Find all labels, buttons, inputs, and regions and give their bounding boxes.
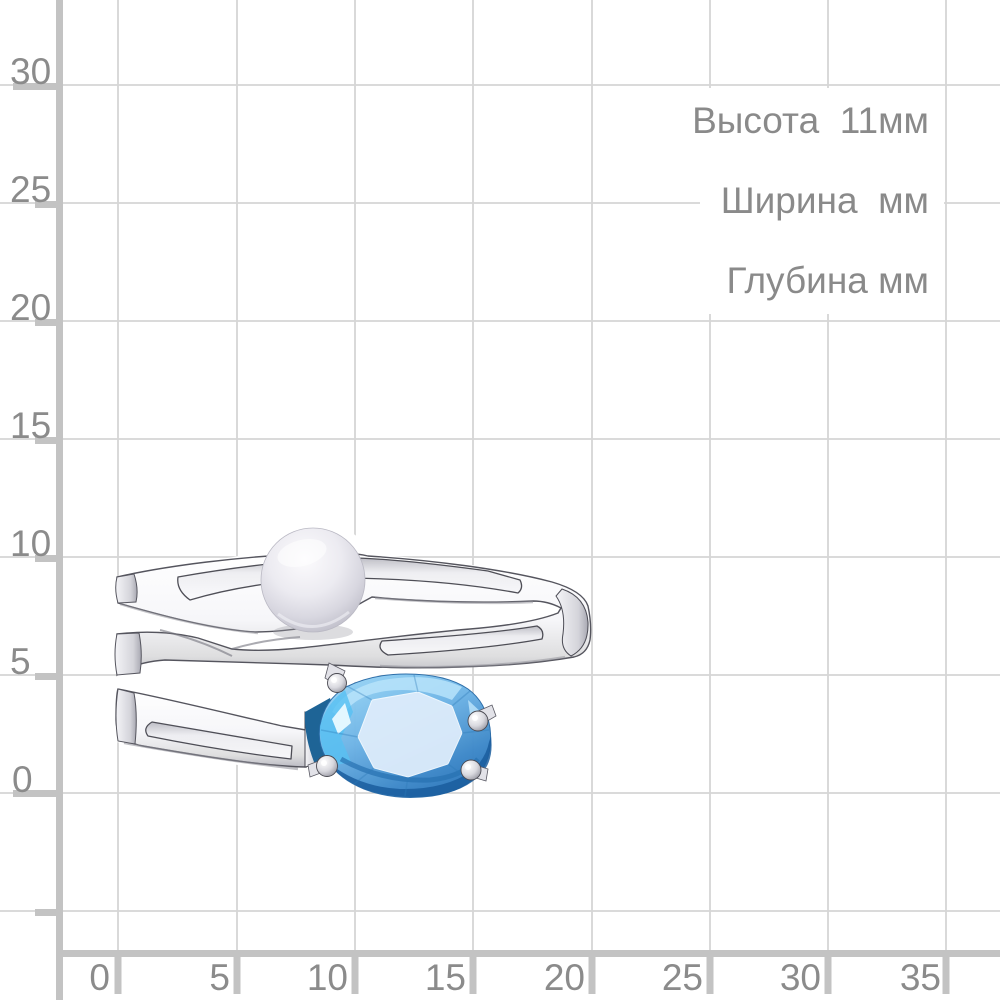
bottom-tick-30 — [824, 957, 832, 994]
bottom-tick-0 — [114, 957, 122, 994]
left-tick-30 — [13, 83, 57, 90]
ring-band-mid-cap — [114, 632, 142, 676]
x-label-25: 25 — [662, 957, 703, 998]
left-tick-0 — [13, 790, 57, 797]
prong-glint-2 — [472, 715, 478, 721]
left-tick-20 — [35, 319, 57, 326]
bottom-tick-20 — [588, 957, 596, 994]
prong-glint-3 — [465, 764, 471, 770]
prong-ball-top-right — [467, 710, 489, 732]
bottom-ruler-bar — [56, 950, 1000, 957]
y-label-25: 25 — [10, 169, 51, 210]
left-ruler-bar — [56, 0, 63, 1000]
topaz-sparkle — [332, 703, 351, 734]
bottom-tick-10 — [351, 957, 359, 994]
topaz-table — [357, 691, 463, 778]
x-label-15: 15 — [425, 957, 466, 998]
ring-band-top-shadow — [119, 596, 534, 635]
y-label-15: 15 — [10, 405, 51, 446]
x-label-20: 20 — [544, 957, 585, 998]
ring-band-mid-groove — [379, 625, 544, 656]
dimension-text-backing — [700, 88, 944, 314]
bottom-tick-15 — [469, 957, 477, 994]
topaz-top-rim — [332, 677, 462, 718]
x-axis-labels: 0 5 10 15 20 25 30 35 — [89, 957, 941, 998]
left-ruler — [13, 0, 63, 1000]
ring-photo — [114, 525, 592, 798]
pearl-highlight — [277, 539, 327, 567]
bottom-ruler — [56, 950, 1000, 994]
bottom-tick-5 — [233, 957, 241, 994]
x-label-35: 35 — [900, 957, 941, 998]
ring-band-right-cap — [555, 588, 589, 657]
bottom-tick-25 — [706, 957, 714, 994]
height-label: Высота 11мм — [692, 100, 929, 141]
topaz-facet-lines — [320, 674, 490, 797]
y-label-10: 10 — [10, 523, 51, 564]
y-axis-labels: 30 25 20 15 10 5 0 — [10, 51, 51, 800]
left-tick-minus5 — [35, 909, 57, 916]
x-label-5: 5 — [209, 957, 230, 998]
x-label-30: 30 — [780, 957, 821, 998]
prong-ball-top-left — [327, 673, 347, 693]
prongs — [307, 662, 497, 782]
ring-band-top-cap — [115, 573, 138, 604]
y-label-0: 0 — [12, 759, 33, 800]
bottom-tick-35 — [942, 957, 950, 994]
prong-glint-1 — [331, 677, 337, 683]
width-label: Ширина мм — [721, 180, 929, 221]
ring-band-bottom-cap — [115, 688, 137, 745]
x-label-10: 10 — [307, 957, 348, 998]
y-label-20: 20 — [10, 287, 51, 328]
dimension-labels: Высота 11мм Ширина мм Глубина мм — [692, 100, 929, 301]
y-label-30: 30 — [10, 51, 51, 92]
pearl-bottom-light — [277, 610, 350, 628]
left-tick-15 — [35, 437, 57, 444]
left-tick-5 — [35, 673, 57, 680]
ring-band-mid-shadow — [379, 655, 566, 669]
ring-crossover-seam — [159, 629, 301, 657]
y-label-5: 5 — [10, 641, 31, 682]
left-tick-10 — [35, 555, 57, 562]
prong-ball-bottom-right — [460, 759, 482, 781]
prong-ball-bottom-left — [316, 755, 338, 777]
depth-label: Глубина мм — [727, 260, 930, 301]
x-label-0: 0 — [89, 957, 110, 998]
left-tick-25 — [35, 201, 57, 208]
prong-glint-4 — [321, 760, 327, 766]
ring-band-bottom-shadow — [123, 741, 299, 771]
ring-band-bottom-groove — [145, 721, 293, 760]
